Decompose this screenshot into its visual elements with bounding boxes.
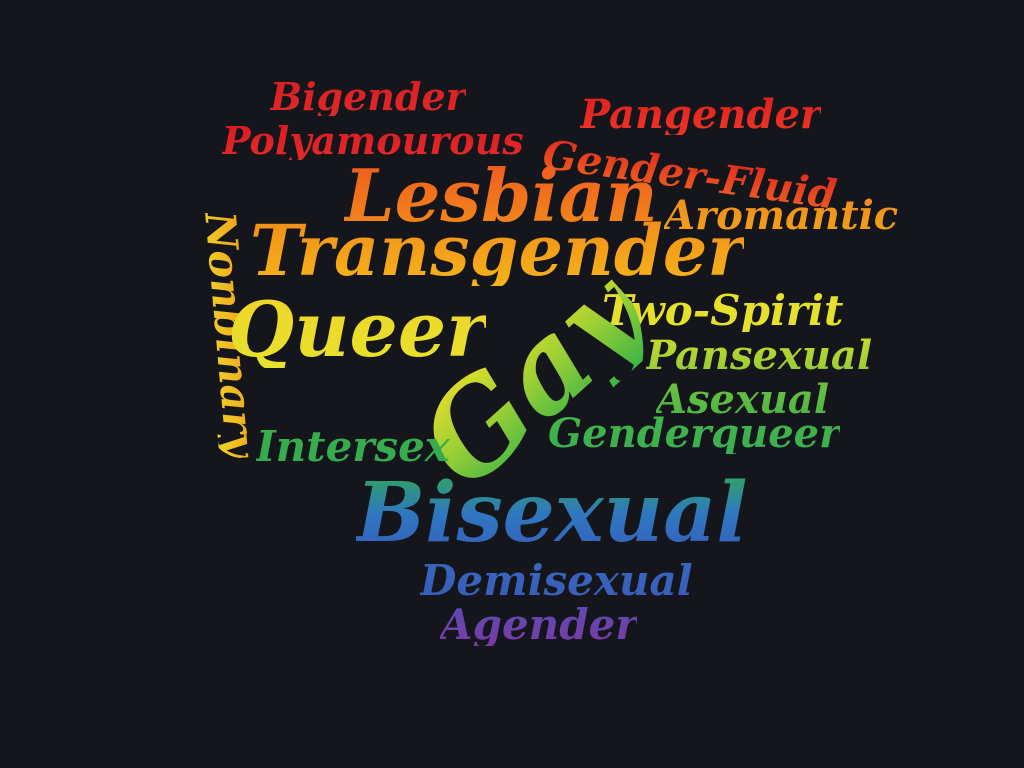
word-demisexual: Demisexual: [420, 556, 693, 605]
word-polyamourous: Polyamourous: [222, 118, 524, 163]
word-pansexual: Pansexual: [646, 332, 873, 379]
word-aromantic: Aromantic: [664, 192, 899, 239]
word-genderqueer: Genderqueer: [548, 410, 841, 457]
word-asexual: Asexual: [656, 376, 830, 423]
word-bigender: Bigender: [270, 74, 466, 119]
word-transgender: Transgender: [250, 209, 745, 292]
word-pangender: Pangender: [580, 91, 821, 138]
word-intersex: Intersex: [256, 422, 450, 471]
word-agender: Agender: [440, 600, 638, 649]
word-bisexual: Bisexual: [356, 465, 748, 561]
word-lesbian: Lesbian: [344, 153, 658, 238]
word-queer: Queer: [228, 285, 487, 374]
word-two-spirit: Two-Spirit: [602, 286, 844, 335]
